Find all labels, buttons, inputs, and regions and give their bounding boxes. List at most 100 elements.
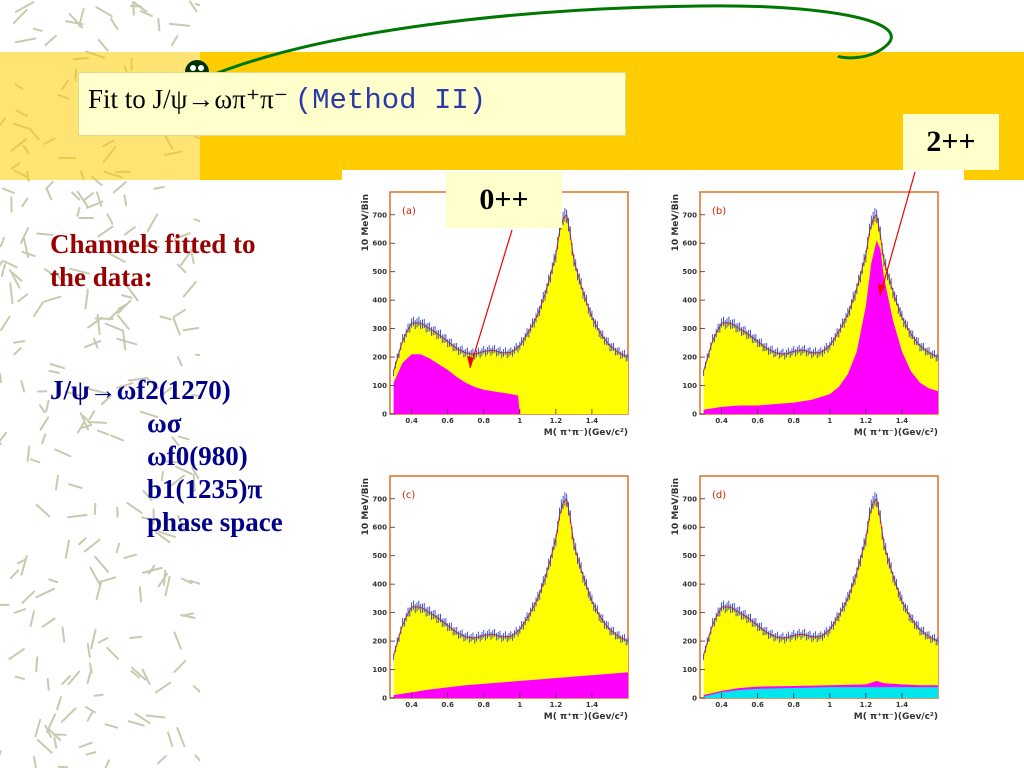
page-title: Fit to J/ψ→ωπ⁺π⁻ (Method II) [88,84,486,117]
histogram-panel: 0 100 200 300 400 500 600 700 0.4 0.6 0.8 1 1.2 1.4 M(… [671,191,939,438]
pattern-stroke [116,337,138,346]
y-tick-label: 200 [682,354,697,362]
x-tick-label: 0.8 [478,417,491,425]
pattern-stroke [115,542,121,554]
pattern-stroke [132,1,148,13]
pattern-stroke [82,415,92,424]
pattern-stroke [176,356,183,367]
pattern-stroke [192,473,196,492]
heading-line-1: Channels fitted to [50,229,256,259]
pattern-stroke [165,460,183,464]
y-tick-label: 300 [682,325,697,333]
channel-item: b1(1235)π [147,473,263,504]
pattern-stroke [115,382,134,389]
y-tick-label: 0 [382,411,387,419]
title-prefix: Fit to J/ψ→ωπ⁺π⁻ [88,84,295,114]
pattern-stroke [16,558,27,565]
x-tick-label: 1 [517,701,522,709]
y-tick-label: 600 [372,524,387,532]
channel-item: ωf0(980) [147,440,248,471]
y-tick-label: 0 [692,695,697,703]
pattern-stroke [173,631,182,650]
pattern-stroke [45,713,57,734]
pattern-stroke [29,610,36,627]
y-tick-label: 600 [682,524,697,532]
pattern-stroke [159,315,172,321]
pattern-stroke [35,656,39,673]
y-tick-label: 500 [372,552,387,560]
pattern-stroke [44,34,57,47]
y-tick-label: 700 [372,211,387,219]
pattern-stroke [127,376,149,382]
component-area [703,240,938,414]
pattern-stroke [17,293,29,303]
pattern-stroke [160,470,164,482]
pattern-stroke [11,272,23,282]
pattern-stroke [172,308,186,318]
pattern-stroke [1,187,15,194]
pattern-stroke [141,566,163,574]
x-tick-label: 1.4 [586,701,599,709]
pattern-stroke [78,7,85,28]
pattern-stroke [64,539,71,559]
y-tick-label: 500 [682,552,697,560]
bullet-highlight [198,65,204,71]
pattern-stroke [60,707,77,723]
pattern-stroke [158,530,177,538]
pattern-stroke [130,670,141,679]
pattern-stroke [21,251,36,258]
pattern-stroke [9,282,14,305]
pattern-stroke [139,410,159,419]
panel-label: (c) [402,490,415,501]
pattern-stroke [71,191,81,201]
y-tick-label: 600 [682,240,697,248]
y-tick-label: 300 [682,609,697,617]
data-area [393,498,628,698]
pattern-stroke [45,399,50,413]
pattern-stroke [67,513,88,519]
pattern-stroke [97,429,110,436]
pattern-stroke [83,538,101,553]
pattern-stroke [43,295,62,303]
pattern-stroke [61,675,72,686]
pattern-stroke [45,180,54,190]
pattern-stroke [164,575,171,597]
pattern-stroke [21,197,29,208]
pattern-stroke [83,192,94,202]
y-axis-label: 10 MeV/Bin [671,194,681,251]
pattern-stroke [142,489,153,502]
pattern-stroke [93,502,97,516]
pattern-stroke [117,303,128,310]
x-tick-label: 0.4 [715,417,728,425]
data-area [393,214,628,414]
pattern-stroke [191,466,200,480]
pattern-stroke [76,190,90,209]
pattern-stroke [2,260,18,269]
pattern-stroke [139,10,153,17]
pattern-stroke [109,17,119,30]
pattern-stroke [84,288,89,310]
pattern-stroke [157,755,167,765]
x-tick-label: 0.6 [441,701,454,709]
y-tick-label: 400 [372,297,387,305]
x-tick-label: 1.4 [896,417,909,425]
bullet-highlight [190,65,196,71]
pattern-stroke [68,483,83,489]
pattern-stroke [171,436,180,447]
pattern-stroke [95,6,113,18]
y-axis-label: 10 MeV/Bin [361,478,371,535]
pattern-stroke [39,416,50,431]
pattern-stroke [89,566,101,586]
pattern-stroke [177,515,187,533]
pattern-stroke [79,412,90,431]
pattern-stroke [87,316,103,329]
pattern-stroke [106,213,114,225]
pattern-stroke [170,35,179,47]
pattern-stroke [145,376,160,390]
x-tick-label: 1.2 [860,701,873,709]
pattern-stroke [34,718,42,738]
pattern-stroke [97,225,114,238]
pattern-stroke [32,27,43,32]
pattern-stroke [180,613,196,619]
